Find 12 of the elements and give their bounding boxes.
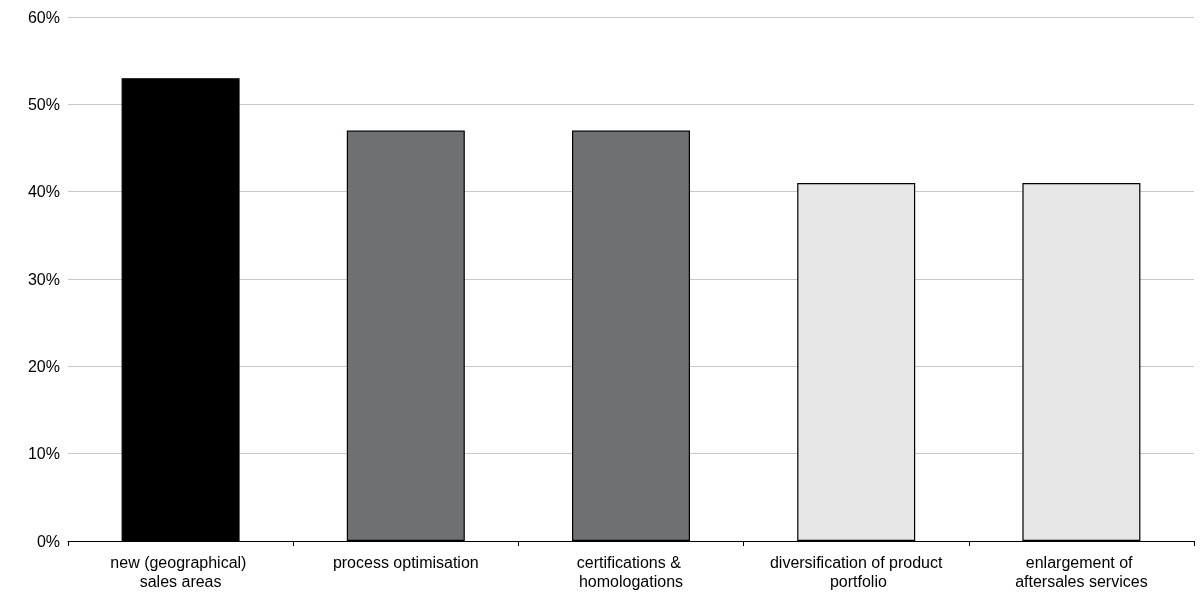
y-tick-label: 50% bbox=[27, 95, 60, 113]
x-tick-label: new (geographical) sales areas bbox=[110, 554, 251, 590]
x-tick-label: certifications & homologations bbox=[576, 554, 686, 590]
y-tick-label: 40% bbox=[27, 183, 60, 201]
x-tick-label: diversification of product portfolio bbox=[769, 554, 944, 590]
x-tick-label: process optimisation bbox=[332, 554, 479, 571]
y-tick-label: 30% bbox=[27, 270, 60, 288]
y-tick-label: 10% bbox=[27, 445, 60, 463]
y-tick-label: 60% bbox=[27, 8, 60, 26]
y-tick-label: 0% bbox=[36, 532, 60, 550]
x-tick-label: enlargement of aftersales services bbox=[1015, 554, 1148, 590]
y-tick-label: 20% bbox=[27, 357, 60, 375]
